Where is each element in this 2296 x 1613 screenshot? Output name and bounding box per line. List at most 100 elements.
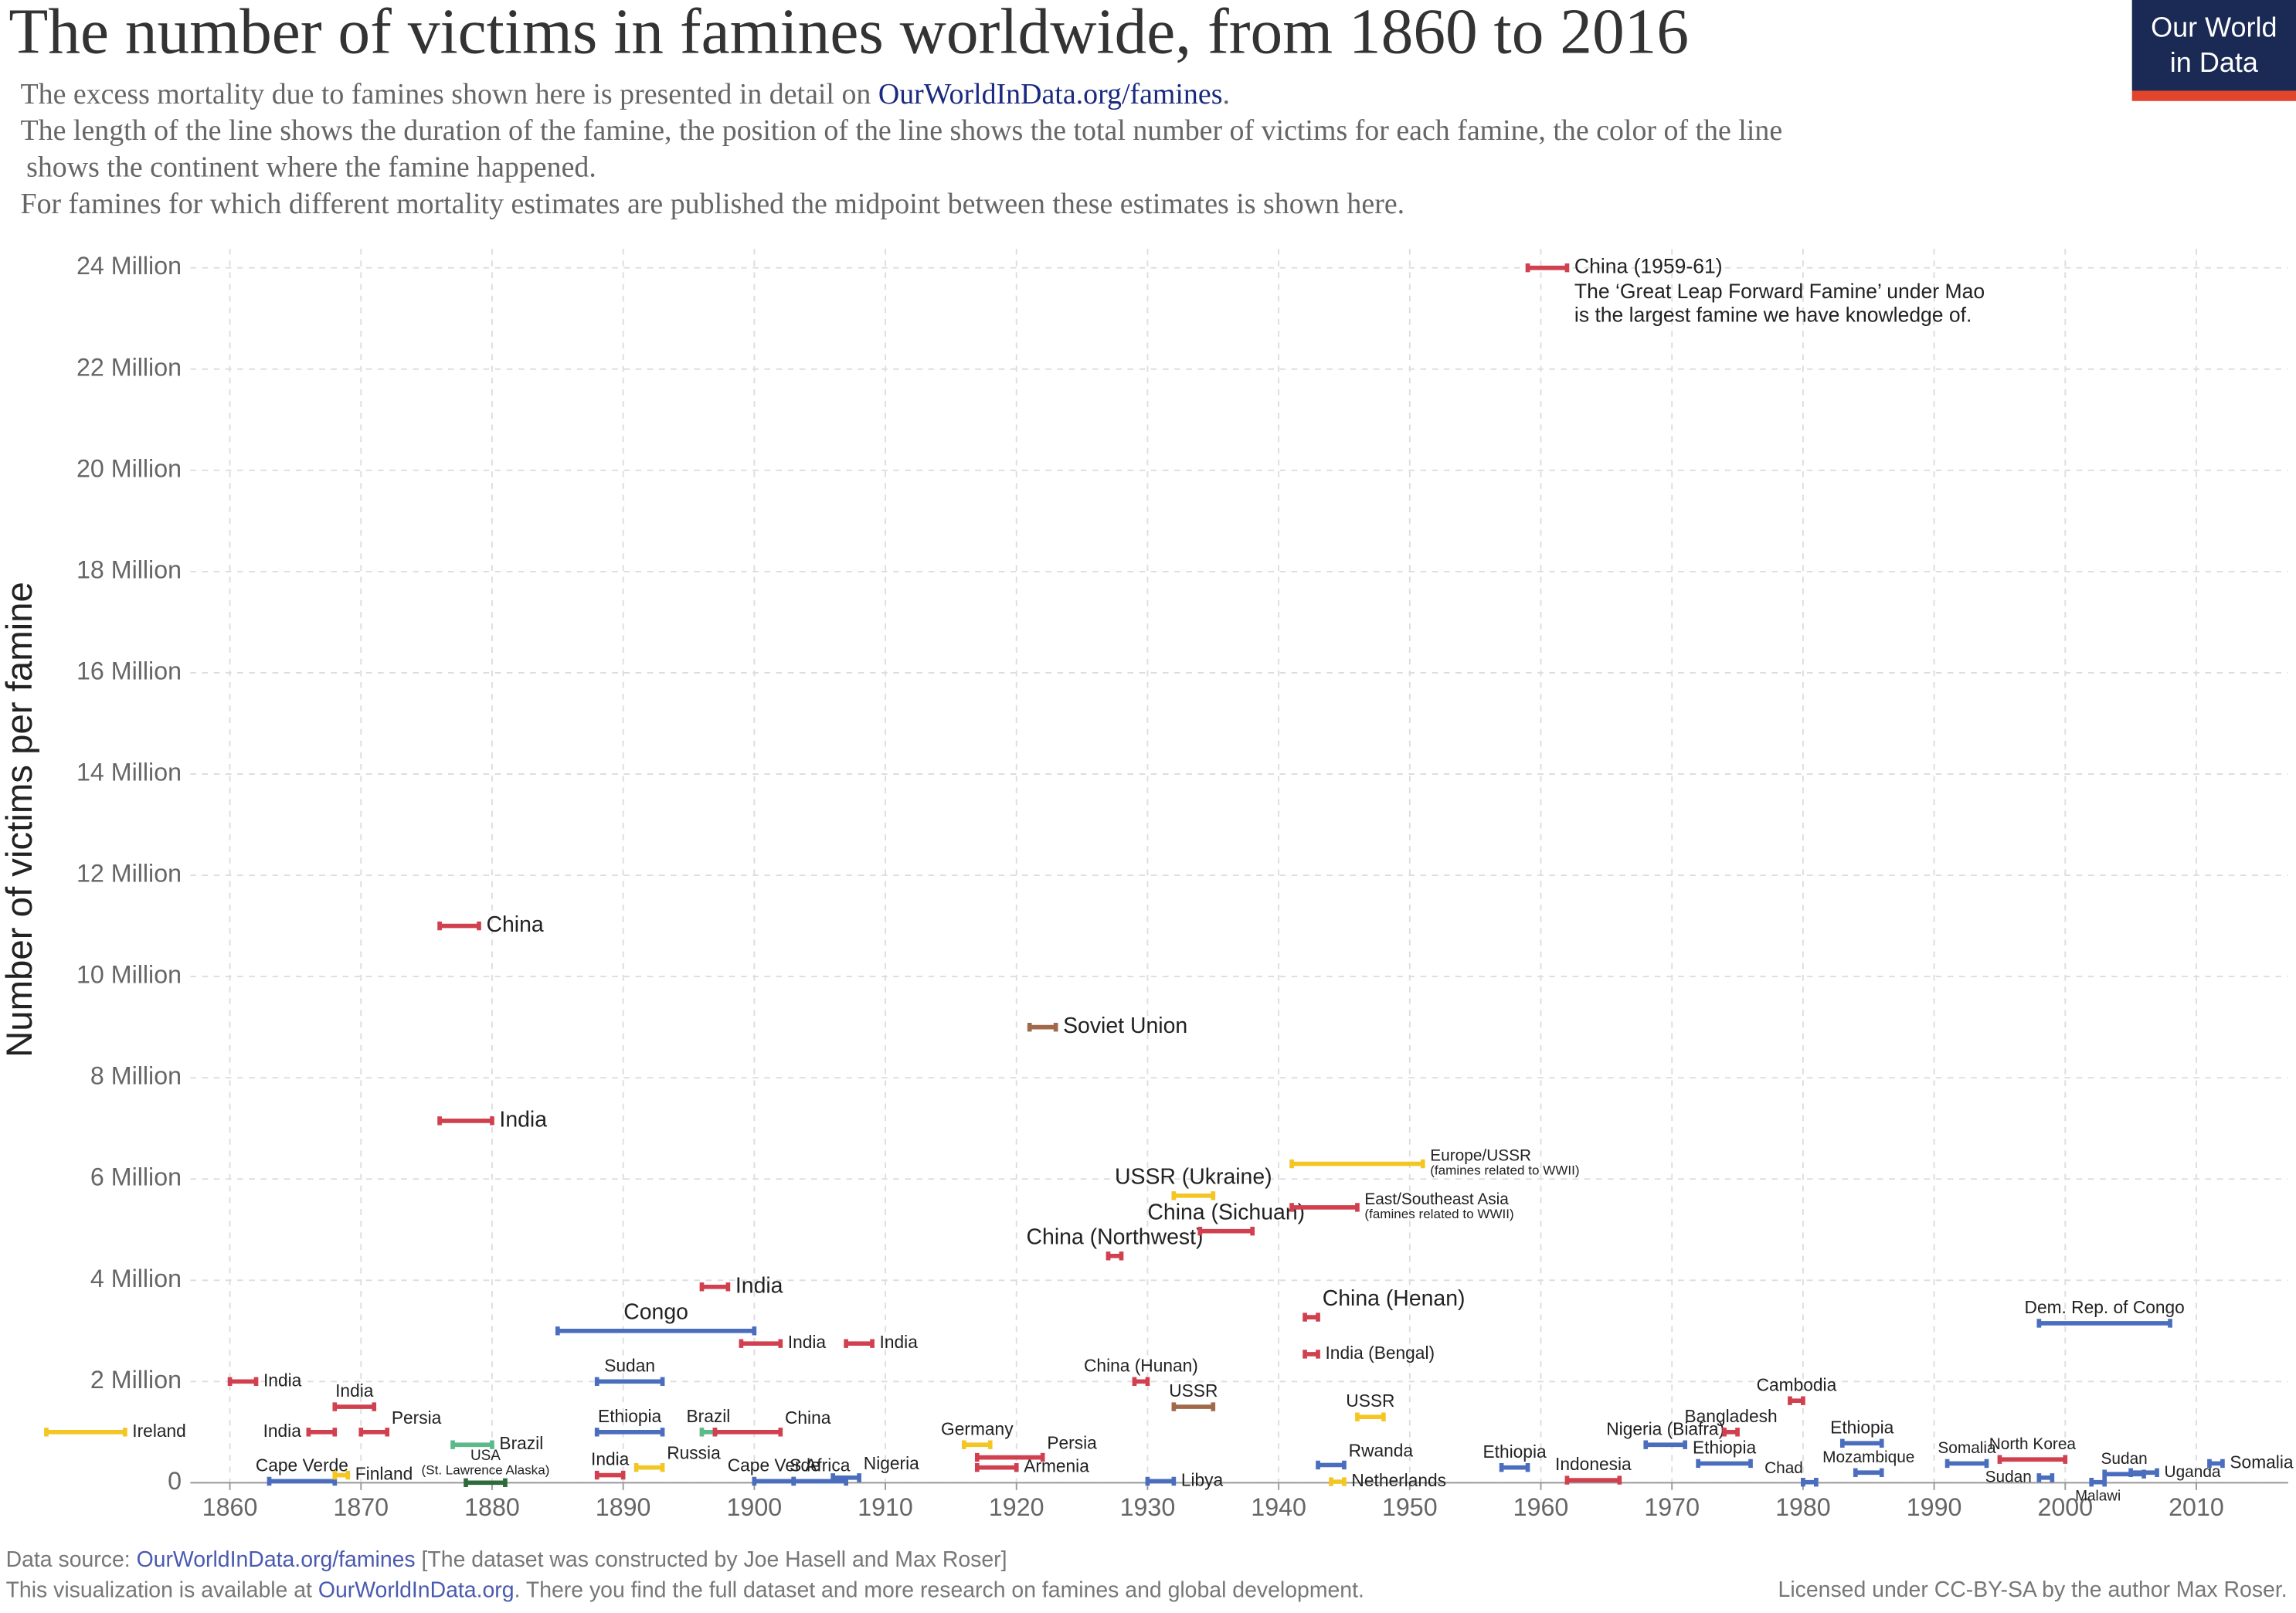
y-tick-label: 8 Million bbox=[90, 1062, 182, 1090]
famine-label: Cape Verde bbox=[728, 1455, 820, 1475]
famine-label: Mozambique bbox=[1822, 1448, 1914, 1466]
subtitle: shows the continent where the famine hap… bbox=[26, 151, 596, 183]
famine-range bbox=[594, 1428, 665, 1437]
subtitle-link[interactable]: OurWorldInData.org/famines bbox=[878, 78, 1223, 110]
famine-range bbox=[1839, 1438, 1884, 1448]
famine-range bbox=[2036, 1319, 2172, 1328]
x-tick-label: 1940 bbox=[1251, 1493, 1306, 1521]
y-tick-label: 18 Million bbox=[76, 555, 182, 583]
famine-range bbox=[1171, 1191, 1216, 1200]
y-tick-label: 22 Million bbox=[76, 353, 182, 381]
famine-label: Finland bbox=[355, 1464, 413, 1484]
famine-range bbox=[699, 1282, 731, 1292]
famine-label: Persia bbox=[1047, 1433, 1097, 1453]
y-tick-label: 20 Million bbox=[76, 454, 182, 482]
famine-range bbox=[437, 1116, 494, 1126]
logo[interactable]: Our World in Data bbox=[2131, 0, 2296, 101]
famine-range bbox=[2128, 1468, 2159, 1477]
famine-label: USSR (Ukraine) bbox=[1115, 1165, 1272, 1190]
famine-label: USSR bbox=[1346, 1391, 1394, 1411]
x-tick-label: 2000 bbox=[2037, 1493, 2093, 1521]
famine-range bbox=[974, 1463, 1019, 1472]
famine-range bbox=[974, 1452, 1045, 1462]
y-tick-label: 0 bbox=[168, 1467, 182, 1495]
famine-range bbox=[712, 1428, 783, 1437]
famine-label: China (1959-61) bbox=[1574, 255, 1723, 278]
y-tick-label: 14 Million bbox=[76, 759, 182, 786]
famine-label: India bbox=[788, 1332, 827, 1352]
footer-link[interactable]: OurWorldInData.org bbox=[318, 1577, 515, 1602]
famine-label: Ethiopia bbox=[1483, 1442, 1547, 1462]
famine-label: USA bbox=[470, 1448, 501, 1464]
famine-range bbox=[306, 1428, 338, 1437]
x-tick-label: 1890 bbox=[596, 1493, 651, 1521]
logo-box bbox=[2131, 0, 2296, 91]
famine-label: S Africa bbox=[790, 1455, 851, 1475]
famine-range bbox=[1197, 1227, 1255, 1236]
famine-range bbox=[1303, 1350, 1320, 1359]
famine-label: Uganda bbox=[2165, 1463, 2221, 1481]
famine-label: Somalia bbox=[1938, 1439, 1996, 1457]
famine-label: Somalia bbox=[2230, 1452, 2294, 1472]
famine-label: Bangladesh bbox=[1685, 1406, 1778, 1426]
x-tick-label: 1860 bbox=[202, 1493, 258, 1521]
logo-text: Our World bbox=[2151, 11, 2277, 42]
famine-range bbox=[437, 921, 481, 931]
famine-label: Russia bbox=[667, 1443, 721, 1463]
footer-link[interactable]: OurWorldInData.org/famines bbox=[137, 1547, 416, 1571]
famine-label: Chad bbox=[1764, 1459, 1803, 1477]
famine-range bbox=[1853, 1468, 1884, 1477]
famine-label: Nigeria (Biafra) bbox=[1606, 1418, 1724, 1438]
x-tick-label: 1970 bbox=[1644, 1493, 1700, 1521]
famine-label: USSR bbox=[1169, 1380, 1218, 1401]
famine-range bbox=[830, 1473, 861, 1482]
famine-range bbox=[464, 1478, 508, 1487]
famine-label: India (Bengal) bbox=[1326, 1343, 1435, 1363]
famine-range bbox=[1997, 1455, 2068, 1464]
famine-range bbox=[1788, 1396, 1805, 1405]
famine-label: Sudan bbox=[1985, 1468, 2032, 1486]
famine-range bbox=[2207, 1458, 2225, 1469]
famine-label: India bbox=[263, 1370, 302, 1390]
famine-range bbox=[1289, 1159, 1425, 1169]
famine-label: Armenia bbox=[1024, 1456, 1089, 1476]
famine-range bbox=[1355, 1412, 1386, 1421]
famine-range bbox=[1643, 1440, 1688, 1449]
famine-range bbox=[1303, 1312, 1320, 1322]
y-tick-label: 16 Million bbox=[76, 657, 182, 684]
famine-label: Congo bbox=[623, 1300, 688, 1325]
famine-label: India bbox=[263, 1421, 302, 1441]
footer-text: [The dataset was constructed by Joe Hase… bbox=[416, 1547, 1007, 1571]
x-tick-label: 1920 bbox=[989, 1493, 1044, 1521]
footer-text: This visualization is available at bbox=[6, 1577, 318, 1602]
famine-label: North Korea bbox=[1989, 1435, 2077, 1453]
famine-range bbox=[44, 1428, 127, 1437]
footer-availability: This visualization is available at OurWo… bbox=[6, 1577, 1364, 1602]
famine-label: India bbox=[735, 1273, 783, 1298]
famine-range bbox=[358, 1428, 390, 1437]
famine-range bbox=[594, 1377, 665, 1386]
famine-label: Rwanda bbox=[1349, 1440, 1414, 1460]
x-tick-label: 1900 bbox=[727, 1493, 783, 1521]
famine-label: China (Northwest) bbox=[1027, 1225, 1204, 1250]
famine-label: Soviet Union bbox=[1063, 1014, 1187, 1038]
famine-note: (famines related to WWII) bbox=[1430, 1163, 1579, 1178]
famine-note: The ‘Great Leap Forward Famine’ under Ma… bbox=[1574, 280, 1985, 303]
famine-label: China (Hunan) bbox=[1084, 1355, 1198, 1375]
famine-label: Sudan bbox=[604, 1355, 655, 1375]
famine-label: Sudan bbox=[2101, 1450, 2148, 1468]
subtitle-text: . bbox=[1222, 78, 1229, 110]
famine-label: India bbox=[880, 1332, 919, 1352]
famine-range bbox=[450, 1440, 494, 1449]
famine-label: Dem. Rep. of Congo bbox=[2025, 1297, 2185, 1317]
famine-range bbox=[1027, 1022, 1058, 1032]
famine-range bbox=[1171, 1402, 1216, 1411]
famine-range bbox=[1316, 1460, 1347, 1470]
famine-label: Brazil bbox=[499, 1433, 543, 1453]
famine-range bbox=[844, 1339, 875, 1348]
x-tick-label: 1870 bbox=[333, 1493, 389, 1521]
footer-text: . There you find the full dataset and mo… bbox=[515, 1577, 1364, 1602]
x-tick-label: 1980 bbox=[1775, 1493, 1831, 1521]
